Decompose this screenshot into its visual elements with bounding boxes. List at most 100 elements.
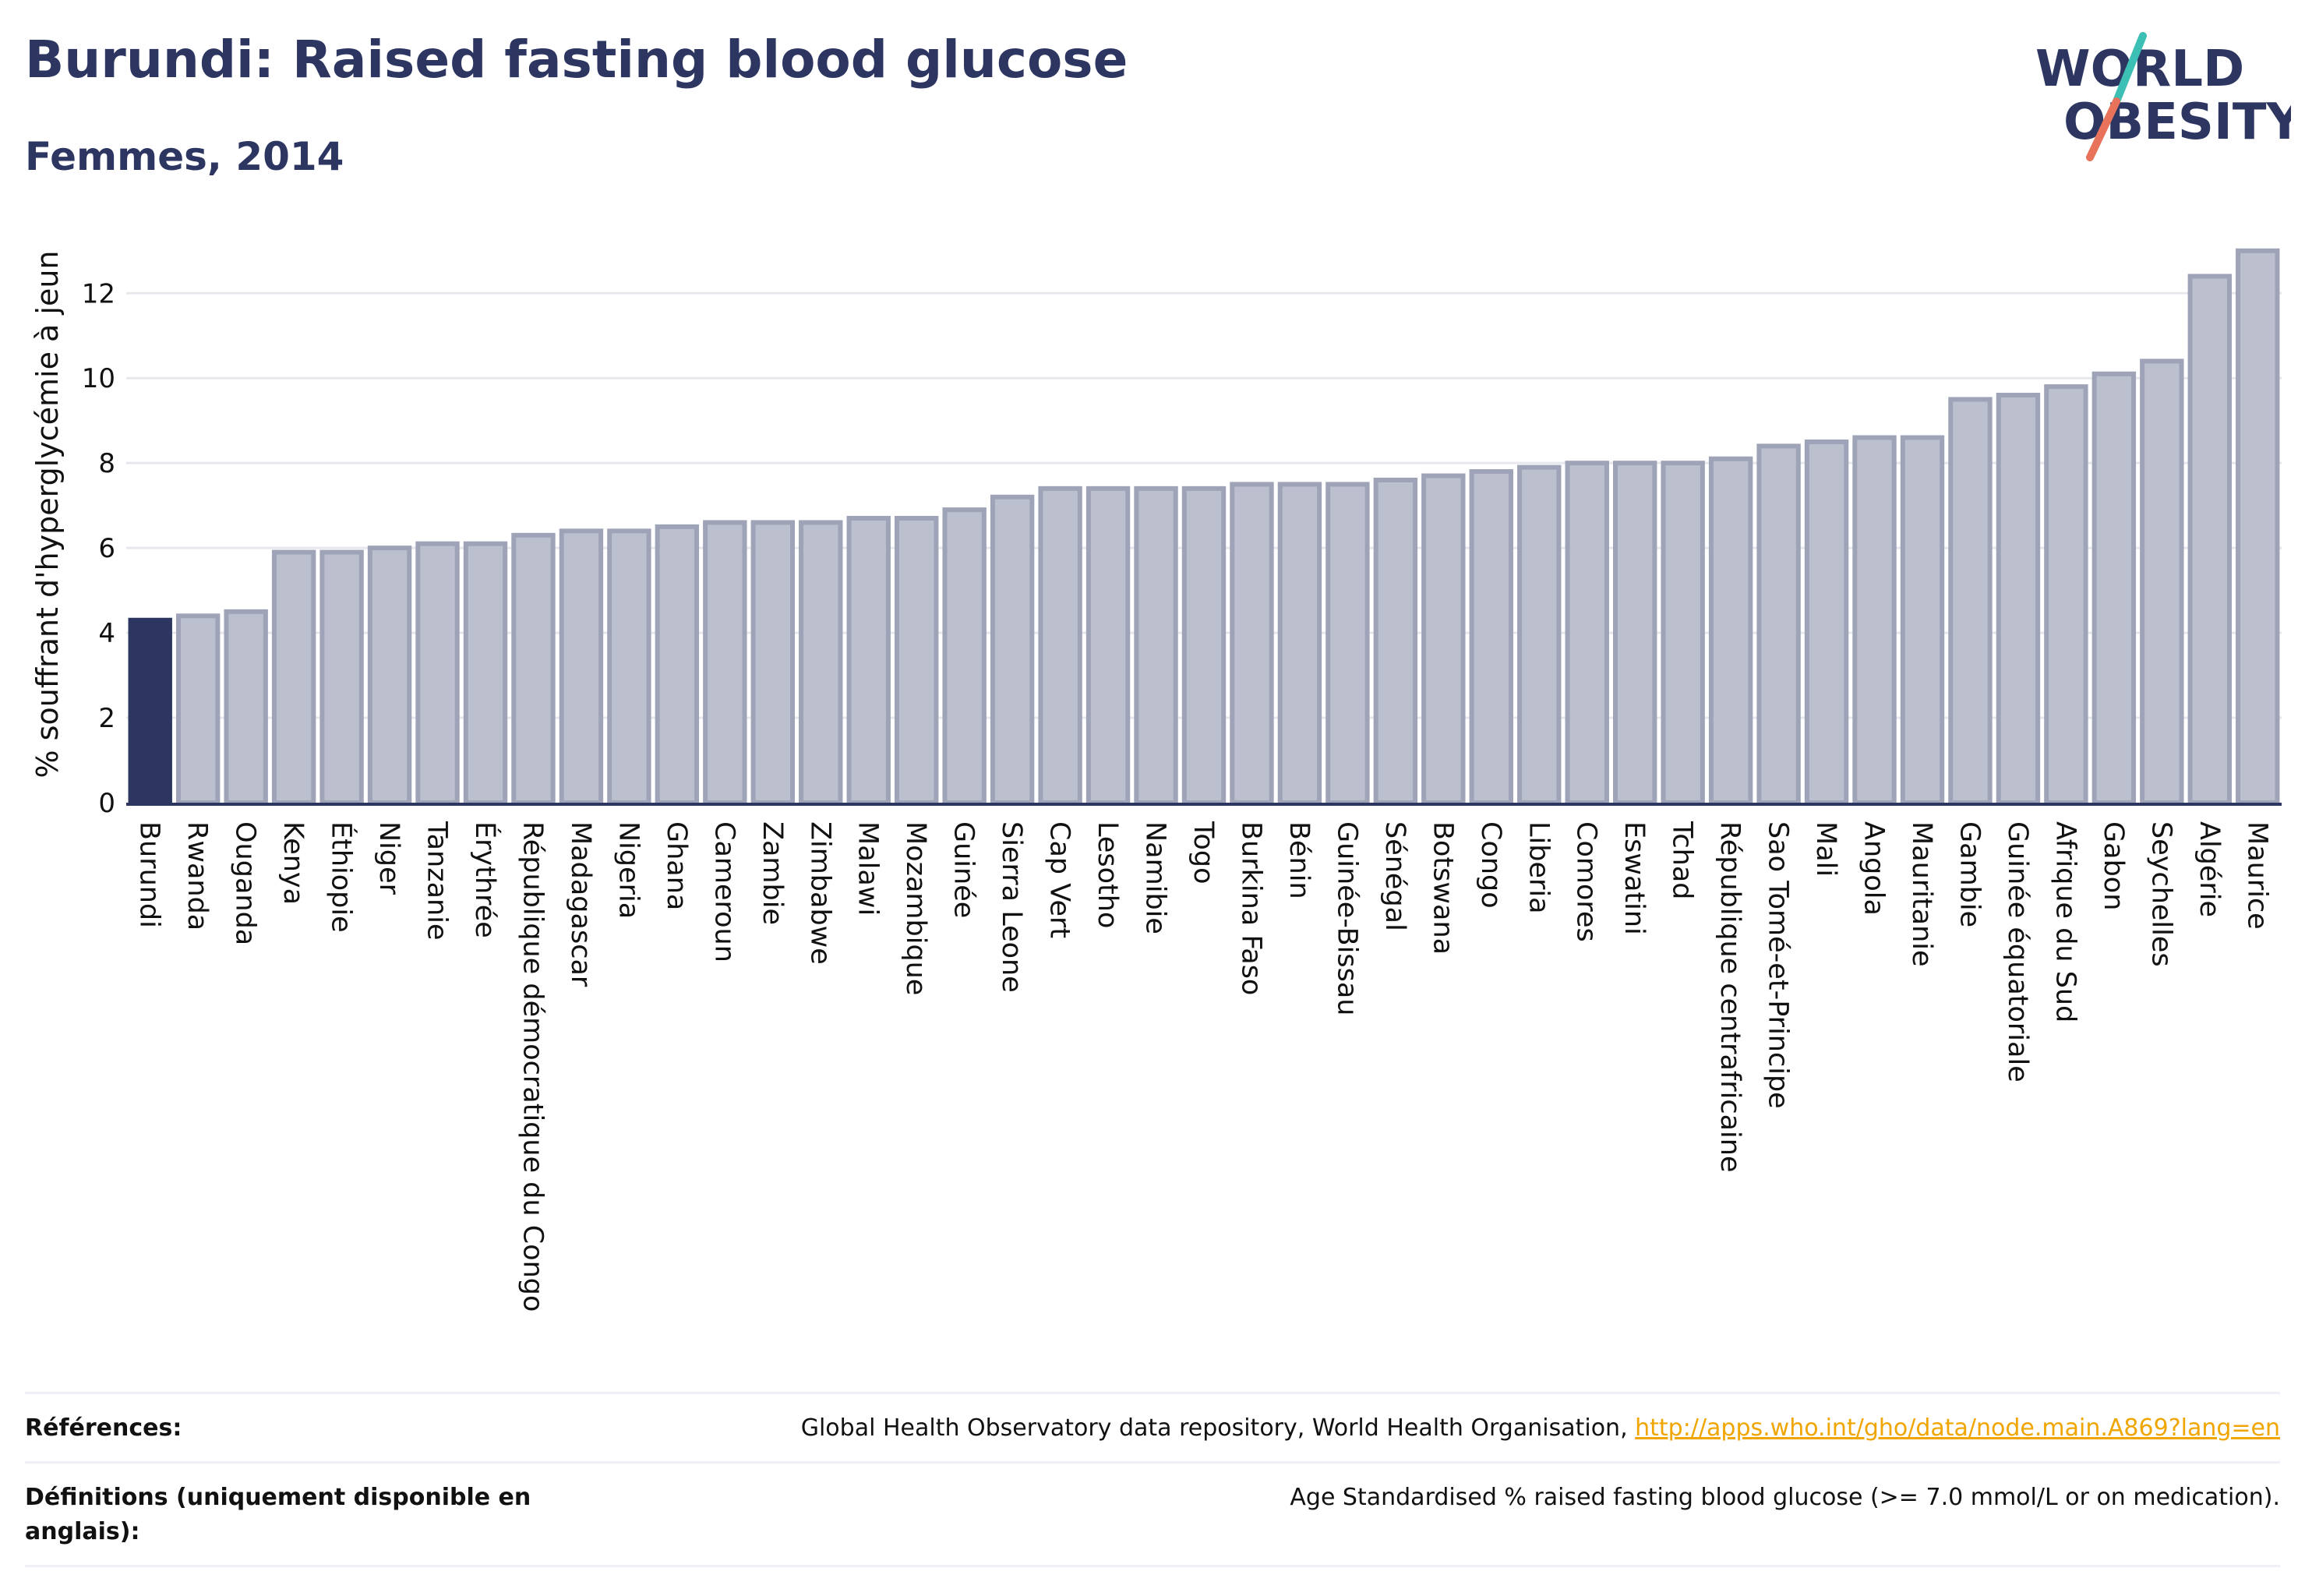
x-tick-label: Rwanda [182,821,213,930]
x-tick-label: Seychelles [2145,821,2176,967]
bar-ouganda [224,609,268,806]
definitions-row: Définitions (uniquement disponible en an… [25,1461,2280,1567]
logo-slash-top-icon [2113,32,2147,105]
world-obesity-logo: WORLD OBESITY [2035,32,2291,161]
y-tick-label: 2 [98,703,115,734]
x-tick-label: Guinée-Bissau [1331,821,1362,1016]
bar-eswatini [1612,461,1657,805]
x-tick-label: République centrafricaine [1714,821,1746,1173]
x-tick-label: Cameroun [708,821,740,962]
definitions-label: Définitions (uniquement disponible en an… [25,1484,531,1545]
x-tick-label: Niger [373,821,404,895]
bar-angola [1852,435,1897,806]
x-tick-label: Mauritanie [1906,821,1937,967]
bar-mauritanie [1900,435,1945,806]
x-tick-label: Gambie [1954,821,1985,927]
chart-title: Burundi: Raised fasting blood glucose [25,30,1128,90]
bar-lesotho [1085,486,1131,805]
x-tick-label: Congo [1475,821,1506,909]
bar-alg-rie [2187,274,2233,805]
y-tick-label: 4 [98,618,115,649]
bar-tanzanie [415,541,460,806]
x-tick-label: Eswatini [1618,821,1650,935]
bar-nigeria [607,528,651,805]
bar-niger [367,546,412,805]
x-tick-label: Nigeria [612,821,644,919]
footer: Références: Global Health Observatory da… [25,1392,2280,1567]
x-tick-label: Liberia [1523,821,1554,914]
y-tick-label: 6 [98,533,115,564]
x-tick-label: Lesotho [1092,821,1123,928]
bar-mozambique [894,516,939,805]
bar-rwanda [175,613,221,806]
x-tick-label: Guinée équatoriale [2002,821,2033,1082]
x-tick-label: Ouganda [230,821,261,945]
bar-botswana [1421,473,1466,805]
bar-burundi [128,617,172,806]
bar--rythr-e [463,541,508,806]
bar-kenya [271,549,316,805]
x-tick-label: Zambie [757,821,788,925]
bar-burkina-faso [1230,482,1274,805]
bars [128,248,2280,806]
bar-gambie [1948,397,1993,805]
bar-cap-vert [1038,486,1082,805]
bar-s-n-gal [1373,477,1418,805]
bar-guin-e [942,507,987,805]
y-tick-label: 12 [82,278,115,309]
x-tick-label: Maurice [2241,821,2272,930]
x-tick-label: Éthiopie [326,821,358,933]
bar-cameroun [703,520,747,805]
x-tick-label: Burkina Faso [1235,821,1266,995]
bar-malawi [846,516,891,805]
x-tick-labels: Burundi Rwanda Ouganda Kenya Éthiopie Niger Ta… [134,821,2273,1312]
x-tick-label: Angola [1858,821,1890,916]
x-tick-label: Ghana [661,821,692,910]
y-tick-label: 8 [98,448,115,479]
references-text: Global Health Observatory data repositor… [800,1414,1636,1442]
y-tick-label: 0 [98,788,115,819]
bar-mali [1804,439,1849,805]
bar-gabon [2091,371,2137,805]
x-tick-label: Guinée [948,821,980,918]
y-axis-label: % souffrant d'hyperglycémie à jeun [30,250,65,778]
bar-tchad [1661,461,1705,805]
bar-comores [1565,461,1609,805]
references-link[interactable]: http://apps.who.int/gho/data/node.main.A… [1635,1414,2280,1442]
bar-sierra-leone [990,494,1035,805]
bar-zambie [750,520,796,805]
x-tick-label: Sao Tomé-et-Principe [1763,821,1794,1109]
references-row: Références: Global Health Observatory da… [25,1392,2280,1461]
x-tick-label: Mali [1810,821,1841,877]
references-label: Références: [25,1414,182,1442]
x-tick-label: Érythrée [469,821,502,938]
bar-togo [1181,486,1227,805]
x-tick-label: Sénégal [1379,821,1410,931]
x-tick-label: Gabon [2098,821,2129,910]
bar-congo [1469,469,1514,806]
x-tick-label: Namibie [1140,821,1171,934]
y-tick-labels: 0 2 4 6 8 10 12 [82,278,115,819]
bar-b-nin [1277,482,1322,805]
references-value: Global Health Observatory data repositor… [801,1411,2280,1446]
bar-liberia [1517,464,1562,806]
bar-ghana [655,524,700,805]
x-tick-label: Afrique du Sud [2049,821,2081,1022]
x-tick-label: Sierra Leone [996,821,1027,993]
x-tick-label: Mozambique [900,821,931,995]
x-tick-label: Tchad [1667,821,1698,900]
x-tick-label: Tanzanie [422,821,453,940]
bar-maurice [2236,248,2280,806]
x-tick-label: Cap Vert [1044,821,1075,938]
x-tick-label: Algérie [2194,821,2225,917]
bar-r-publique-d-mocratique-du-congo [511,532,556,805]
bar-r-publique-centrafricaine [1708,456,1753,805]
x-tick-label: Comores [1571,821,1602,942]
logo-slash-bottom-icon [2086,97,2120,161]
x-tick-label: République démocratique du Congo [517,821,548,1312]
bar-namibie [1134,486,1178,805]
definitions-value: Age Standardised % raised fasting blood … [1290,1484,2280,1511]
x-tick-label: Togo [1188,821,1219,884]
x-tick-label: Madagascar [565,821,596,987]
bar-guin-e-bissau [1325,482,1370,805]
